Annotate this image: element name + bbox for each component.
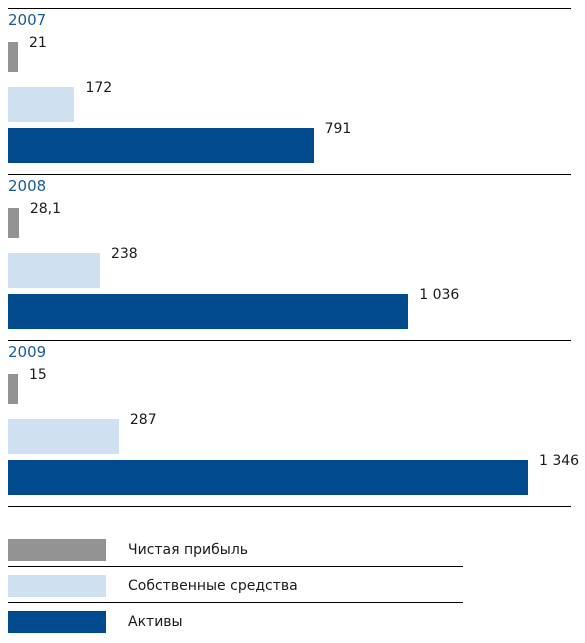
value-label: 1 036: [419, 287, 460, 303]
bar-2008-0: [8, 208, 19, 238]
legend-item-net-profit: Чистая прибыль: [8, 535, 468, 571]
year-label: 2007: [8, 11, 47, 29]
legend-item-equity: Собственные средства: [8, 571, 468, 607]
legend-swatch: [8, 539, 106, 561]
bar-chart: 2007 21 172 791 2008 28,1 238 1 036 2009 15 287 1 3…: [8, 8, 580, 507]
legend-label: Чистая прибыль: [128, 542, 249, 558]
bar-2008-2: [8, 294, 409, 329]
bar-2007-1: [8, 87, 75, 122]
year-label: 2009: [8, 343, 47, 361]
bar-2009-1: [8, 419, 119, 454]
group-divider: [8, 8, 571, 9]
bar-2009-2: [8, 460, 528, 495]
value-label: 21: [29, 35, 47, 51]
value-label: 172: [85, 80, 113, 96]
legend-swatch: [8, 575, 106, 597]
group-divider: [8, 340, 571, 341]
bar-2009-0: [8, 374, 18, 404]
legend-label: Активы: [128, 614, 183, 630]
bar-2007-2: [8, 128, 314, 163]
legend-item-assets: Активы: [8, 607, 468, 643]
value-label: 15: [29, 367, 47, 383]
legend: Чистая прибыль Собственные средства Акти…: [8, 535, 468, 643]
legend-divider: [8, 566, 463, 567]
bar-2008-1: [8, 253, 100, 288]
chart-bottom-rule: [8, 506, 571, 507]
legend-swatch: [8, 611, 106, 633]
legend-label: Собственные средства: [128, 578, 298, 594]
value-label: 287: [129, 412, 157, 428]
value-label: 28,1: [29, 201, 62, 217]
value-label: 791: [324, 121, 352, 137]
year-label: 2008: [8, 177, 47, 195]
bar-2007-0: [8, 42, 18, 72]
legend-divider: [8, 602, 463, 603]
value-label: 1 346: [539, 453, 580, 469]
group-divider: [8, 174, 571, 175]
value-label: 238: [110, 246, 138, 262]
